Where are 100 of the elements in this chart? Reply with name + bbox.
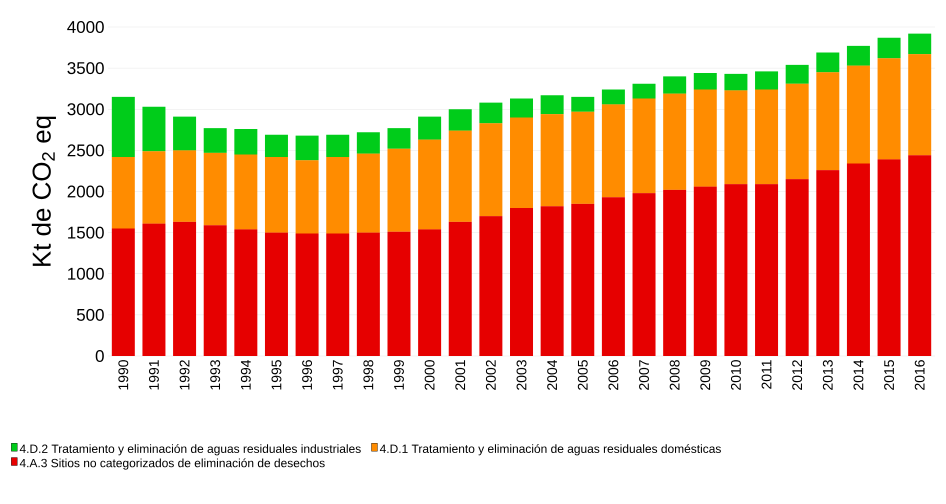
x-tick-label: 2001	[455, 360, 466, 390]
x-tick-label: 2009	[700, 360, 710, 390]
bar	[571, 204, 594, 356]
bar	[602, 197, 625, 356]
bar	[663, 190, 686, 356]
bar	[878, 38, 901, 58]
bar	[448, 222, 472, 356]
bar	[846, 66, 870, 164]
bar	[296, 136, 319, 160]
bar	[356, 132, 380, 154]
bar	[878, 58, 901, 160]
bar	[387, 232, 410, 356]
y-tick-label: 3500	[67, 62, 104, 74]
bar	[846, 46, 870, 66]
y-tick-label: 0	[96, 350, 104, 362]
bar	[755, 71, 778, 90]
bar	[602, 90, 625, 104]
bar	[112, 96, 135, 157]
bar	[571, 96, 594, 112]
y-tick-label: 2000	[68, 186, 104, 198]
bar	[234, 229, 258, 356]
bar	[602, 104, 625, 198]
bar	[264, 156, 288, 233]
bar	[694, 90, 717, 187]
bar	[204, 152, 227, 226]
x-tick-label: 2002	[486, 360, 496, 390]
y-tick-label: 2500	[68, 144, 104, 156]
bar	[296, 160, 319, 234]
x-tick-label: 1995	[272, 360, 282, 390]
bar	[540, 206, 564, 356]
bar	[786, 64, 809, 84]
bar	[724, 90, 748, 184]
x-tick-label: 2013	[822, 360, 833, 390]
bar	[448, 109, 472, 131]
x-tick-label: 1991	[148, 360, 159, 390]
bar	[632, 193, 656, 356]
bar	[663, 76, 686, 94]
y-tick-label: 1500	[68, 226, 104, 239]
bar	[326, 233, 350, 356]
bar	[356, 154, 380, 233]
legend-label: 4.D.2 Tratamiento y eliminación de aguas residuales industriales	[20, 444, 361, 456]
bar	[418, 116, 442, 140]
x-tick-label: 1998	[363, 360, 374, 390]
bar	[173, 150, 196, 222]
x-tick-label: 2000	[424, 360, 435, 390]
bar	[540, 95, 564, 114]
legend-label: 4.A.3 Sitios no categorizados de eliminación de desechos	[20, 458, 325, 470]
x-tick-label: 2008	[670, 360, 680, 390]
bar	[846, 164, 870, 356]
bar	[264, 134, 288, 157]
x-tick-label: 2012	[792, 360, 802, 390]
bar	[387, 128, 410, 149]
x-tick-label: 1992	[180, 360, 190, 390]
x-tick-label: 1993	[210, 360, 220, 390]
bar	[724, 184, 748, 356]
bar	[878, 159, 901, 356]
x-tick-label: 1996	[302, 360, 312, 390]
bar	[142, 106, 166, 152]
bar	[540, 114, 564, 206]
bar	[173, 222, 196, 356]
bar	[816, 170, 840, 356]
bar	[418, 229, 442, 356]
bar	[908, 34, 932, 54]
bar	[510, 117, 534, 208]
bar	[296, 233, 319, 356]
bar	[755, 184, 778, 356]
bar	[479, 216, 502, 356]
bar	[786, 179, 809, 356]
bar	[326, 156, 350, 234]
bar	[326, 134, 350, 157]
x-tick-label: 1997	[332, 360, 343, 390]
bar	[816, 72, 840, 170]
y-tick-label: 500	[76, 308, 104, 321]
x-tick-label: 1990	[118, 360, 128, 390]
bar	[204, 128, 227, 153]
x-tick-label: 2006	[608, 360, 618, 390]
bar	[755, 90, 778, 184]
bar	[632, 98, 656, 194]
x-tick-label: 2004	[547, 360, 558, 390]
bar	[264, 232, 288, 356]
x-tick-label: 2016	[914, 360, 925, 390]
bar	[142, 224, 166, 356]
bar	[448, 130, 472, 222]
bar	[908, 54, 932, 156]
bar	[694, 186, 717, 356]
y-tick-label: 1000	[68, 268, 104, 280]
bar	[663, 94, 686, 190]
bar	[786, 84, 809, 180]
y-tick-label: 4000	[67, 21, 104, 33]
bar	[632, 84, 656, 99]
bar	[204, 225, 227, 356]
bar	[173, 116, 196, 150]
bar	[694, 73, 717, 90]
x-tick-label: 2011	[762, 360, 772, 389]
x-tick-label: 2014	[853, 360, 864, 390]
x-tick-label: 2010	[730, 360, 741, 390]
bar	[418, 140, 442, 230]
bar	[816, 52, 840, 72]
bar	[387, 148, 410, 232]
legend-label: 4.D.1 Tratamiento y eliminación de aguas residuales domésticas	[380, 444, 721, 456]
